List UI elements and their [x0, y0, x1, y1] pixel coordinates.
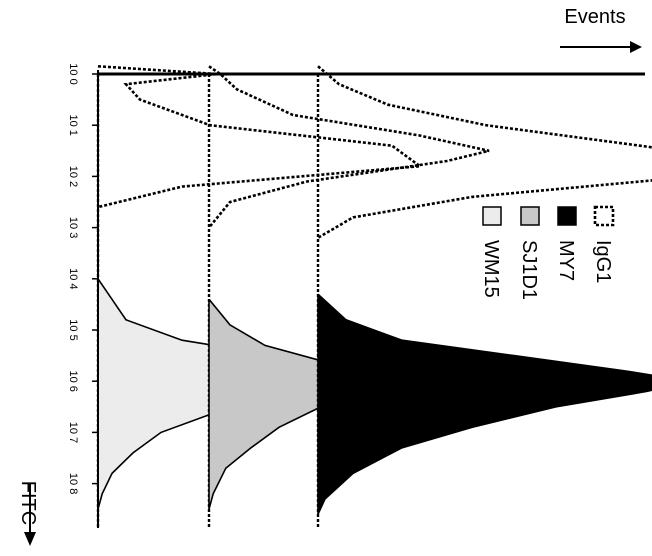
- legend-label: WM15: [480, 240, 502, 298]
- legend-item-igg1: IgG1: [592, 205, 615, 283]
- tick-label: 10 7: [67, 422, 79, 443]
- isotype-histogram: [317, 65, 652, 239]
- legend: IgG1 MY7 SJ1D1 WM15: [480, 205, 615, 300]
- y-axis-label: Events: [564, 6, 625, 28]
- x-axis-arrow: [24, 484, 36, 546]
- legend-label: SJ1D1: [518, 240, 540, 300]
- tick-label: 10 6: [67, 370, 79, 391]
- legend-label: MY7: [555, 240, 577, 281]
- legend-item-wm15: WM15: [480, 206, 502, 298]
- stain-histogram: [317, 293, 652, 515]
- tick-label: 10 4: [67, 268, 79, 289]
- legend-item-sj1d1: SJ1D1: [518, 206, 540, 300]
- legend-item-my7: MY7: [555, 206, 577, 281]
- y-axis-arrow: [560, 41, 642, 53]
- legend-swatch: [593, 205, 615, 227]
- tick-label: 10 1: [67, 114, 79, 135]
- legend-label: IgG1: [592, 240, 614, 283]
- legend-swatch: [482, 206, 502, 226]
- isotype-histogram: [207, 65, 490, 229]
- legend-swatch: [557, 206, 577, 226]
- tick-label: 10 0: [67, 63, 79, 84]
- axes: [97, 70, 645, 528]
- tick-label: 10 3: [67, 217, 79, 238]
- tick-label: 10 2: [67, 166, 79, 187]
- isotype-histogram: [97, 65, 424, 209]
- x-axis-ticks: 10 0 10 1 10 2 10 3 10 4 10 5 10 6 10 7 10 8: [67, 63, 98, 494]
- tick-label: 10 5: [67, 319, 79, 340]
- histogram-panels: [96, 65, 652, 528]
- panel-my7: [316, 65, 652, 528]
- tick-label: 10 8: [67, 473, 79, 494]
- legend-swatch: [520, 206, 540, 226]
- x-axis-label: FITC: [17, 481, 39, 525]
